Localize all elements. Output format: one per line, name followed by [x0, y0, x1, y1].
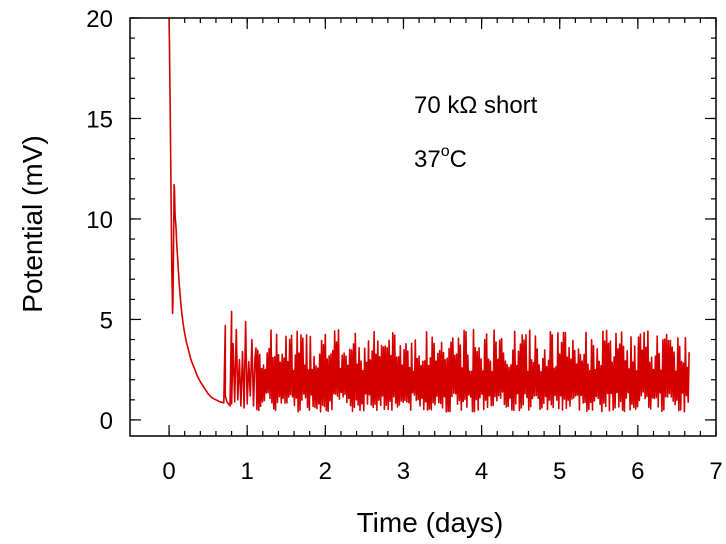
x-tick-label: 7	[709, 458, 722, 485]
x-tick-label: 5	[553, 458, 566, 485]
y-tick-label: 20	[86, 6, 113, 33]
y-tick-label: 15	[86, 106, 113, 133]
x-tick-label: 6	[631, 458, 644, 485]
annotation-resistance: 70 kΩ short	[414, 92, 538, 119]
y-tick-label: 0	[100, 408, 113, 435]
y-tick-label: 10	[86, 207, 113, 234]
tick-labels: 0 1 2 3 4 5 6 7 0 5 10 15 20	[86, 6, 722, 485]
x-axis-title: Time (days)	[357, 507, 504, 538]
y-tick-label: 5	[100, 307, 113, 334]
x-tick-label: 2	[319, 458, 332, 485]
x-tick-label: 4	[475, 458, 488, 485]
plot-frame	[129, 17, 717, 437]
x-tick-label: 0	[162, 458, 175, 485]
y-axis-title: Potential (mV)	[17, 135, 48, 312]
x-tick-label: 1	[241, 458, 254, 485]
x-tick-label: 3	[397, 458, 410, 485]
annotation-temperature: 37oC	[414, 143, 467, 173]
potential-series-line	[168, 17, 690, 413]
